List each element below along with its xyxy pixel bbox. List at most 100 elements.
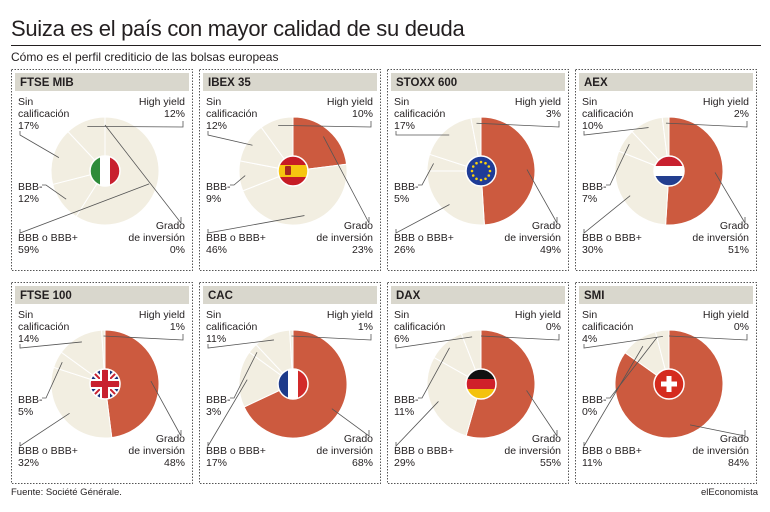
leader-bbbm xyxy=(230,175,246,186)
leader-hy xyxy=(291,334,372,341)
label-grado-inversion: Grado de inversión 84% xyxy=(692,433,749,469)
switzerland-flag-icon xyxy=(654,369,684,399)
leader-bbbm xyxy=(418,163,434,186)
title-rule xyxy=(11,45,761,46)
label-bbb: BBB o BBB+ 11% xyxy=(582,445,642,469)
slice-inv xyxy=(480,116,536,226)
leader-bbb xyxy=(583,345,644,448)
spain-flag-icon xyxy=(278,156,308,186)
leader-sin xyxy=(19,131,60,158)
panel-title: IBEX 35 xyxy=(208,77,251,89)
slice-inv xyxy=(665,116,724,226)
label-high-yield: High yield 0% xyxy=(515,309,561,333)
label-grado-inversion: Grado de inversión 68% xyxy=(316,433,373,469)
leader-bbbm xyxy=(42,362,63,399)
leader-hy xyxy=(668,334,748,341)
france-flag-icon xyxy=(278,369,308,399)
label-bbb-minus: BBB-7% xyxy=(582,181,607,205)
panel-title: FTSE MIB xyxy=(20,77,74,89)
source-note: Fuente: Société Générale. xyxy=(11,487,122,498)
page-subtitle: Cómo es el perfil crediticio de las bols… xyxy=(11,50,279,64)
panel-title: DAX xyxy=(396,290,421,302)
panel-title: FTSE 100 xyxy=(20,290,72,302)
leader-sin xyxy=(395,131,450,136)
chart-panel-ibex-35: IBEX 35 Sin calificación 12% High yield 10% BB… xyxy=(199,69,381,271)
slice-bbb xyxy=(242,163,348,226)
slice-inv xyxy=(465,329,536,439)
slice-sin xyxy=(429,117,482,172)
panel-header xyxy=(391,286,565,304)
leader-hy xyxy=(480,334,560,341)
label-bbb: BBB o BBB+ 32% xyxy=(18,445,78,469)
label-high-yield: High yield 10% xyxy=(327,96,373,120)
label-high-yield: High yield 3% xyxy=(515,96,561,120)
panel-header xyxy=(579,286,753,304)
panel-title: SMI xyxy=(584,290,604,302)
leader-bbbm xyxy=(606,143,630,186)
label-bbb: BBB o BBB+ 26% xyxy=(394,232,454,256)
label-sin-calificacion: Sin calificación 14% xyxy=(18,309,70,345)
panel-header xyxy=(15,73,189,91)
eu-flag-icon xyxy=(466,156,496,186)
panel-border xyxy=(199,69,381,271)
netherlands-flag-icon xyxy=(654,156,684,186)
chart-panel-dax: DAX Sin calificación 6% High yield 0% BBB-11% B… xyxy=(387,282,569,484)
panel-header xyxy=(391,73,565,91)
label-grado-inversion: Grado de inversión 23% xyxy=(316,220,373,256)
germany-flag-icon xyxy=(466,369,496,399)
label-high-yield: High yield 1% xyxy=(327,309,373,333)
slice-bbb xyxy=(426,170,485,226)
leader-bbbm xyxy=(42,184,67,200)
leader-inv xyxy=(104,124,182,225)
panel-header xyxy=(15,286,189,304)
leader-inv xyxy=(526,390,558,438)
label-sin-calificacion: Sin calificación 10% xyxy=(582,96,634,132)
label-high-yield: High yield 0% xyxy=(703,309,749,333)
label-bbb-minus: BBB-5% xyxy=(18,394,43,418)
label-sin-calificacion: Sin calificación 12% xyxy=(206,96,258,132)
label-bbb: BBB o BBB+ 59% xyxy=(18,232,78,256)
leader-bbbm xyxy=(418,347,450,399)
label-bbb-minus: BBB-11% xyxy=(394,394,419,418)
leader-inv xyxy=(526,169,558,225)
leader-inv xyxy=(331,408,370,437)
label-grado-inversion: Grado de inversión 55% xyxy=(504,433,561,469)
leader-sin xyxy=(583,127,649,136)
chart-panel-cac: CAC Sin calificación 11% High yield 1% BBB-3% B… xyxy=(199,282,381,484)
panel-header xyxy=(579,73,753,91)
label-grado-inversion: Grado de inversión 49% xyxy=(504,220,561,256)
leader-hy xyxy=(278,121,372,128)
leader-hy xyxy=(476,121,560,128)
label-sin-calificacion: Sin calificación 17% xyxy=(394,96,446,132)
leader-sin xyxy=(395,336,473,349)
slice-bbb xyxy=(238,351,294,408)
label-bbb-minus: BBB-12% xyxy=(18,181,43,205)
panel-header xyxy=(203,286,377,304)
chart-panel-stoxx-600: STOXX 600 Sin calificación 17% High yield 3% B… xyxy=(387,69,569,271)
leader-hy xyxy=(103,334,184,341)
page-title: Suiza es el país con mayor calidad de su… xyxy=(11,16,465,41)
leader-sin xyxy=(207,131,253,146)
label-bbb: BBB o BBB+ 30% xyxy=(582,232,642,256)
leader-bbb xyxy=(583,195,631,234)
leader-inv xyxy=(150,380,182,437)
leader-bbbm xyxy=(230,352,258,399)
chart-panel-smi: SMI Sin calificación 4% High yield 0% BBB-0% BB… xyxy=(575,282,757,484)
label-grado-inversion: Grado de inversión 0% xyxy=(128,220,185,256)
leader-inv xyxy=(323,136,370,224)
label-bbb: BBB o BBB+ 29% xyxy=(394,445,454,469)
label-bbb: BBB o BBB+ 17% xyxy=(206,445,266,469)
label-sin-calificacion: Sin calificación 6% xyxy=(394,309,446,345)
leader-sin xyxy=(583,335,663,349)
chart-panel-ftse-100: FTSE 100 Sin calificación 14% High yield 1% BB… xyxy=(11,282,193,484)
label-bbb-minus: BBB-9% xyxy=(206,181,231,205)
leader-sin xyxy=(19,341,82,349)
label-bbb-minus: BBB-3% xyxy=(206,394,231,418)
chart-panel-ftse-mib: FTSE MIB Sin calificación 17% High yield 12% B… xyxy=(11,69,193,271)
leader-bbb xyxy=(19,183,150,234)
leader-bbb xyxy=(207,379,248,448)
leader-bbb xyxy=(19,412,70,447)
leader-hy xyxy=(665,121,748,128)
label-bbb-minus: BBB-5% xyxy=(394,181,419,205)
